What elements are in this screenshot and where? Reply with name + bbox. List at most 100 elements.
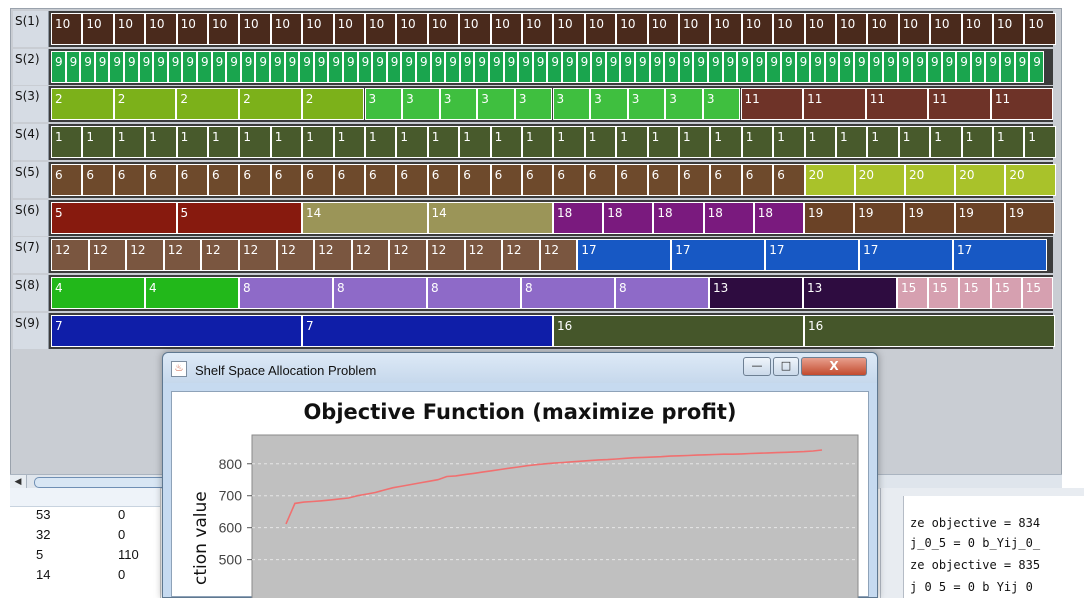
product-facing[interactable]: 2 bbox=[113, 88, 177, 121]
product-facing[interactable]: 9 bbox=[474, 50, 489, 83]
product-facing[interactable]: 12 bbox=[276, 239, 315, 272]
product-facing[interactable]: 1 bbox=[51, 126, 83, 159]
product-facing[interactable]: 11 bbox=[740, 88, 804, 121]
product-facing[interactable]: 9 bbox=[649, 50, 665, 83]
product-facing[interactable]: 18 bbox=[553, 201, 604, 234]
product-facing[interactable]: 1 bbox=[804, 126, 836, 159]
product-facing[interactable]: 9 bbox=[1029, 50, 1044, 83]
product-facing[interactable]: 6 bbox=[647, 163, 679, 196]
console-output[interactable]: ze objective = 834 j_0_5 = 0 b_Yij_0_ ze… bbox=[903, 496, 1084, 598]
product-facing[interactable]: 6 bbox=[773, 163, 805, 196]
product-facing[interactable]: 2 bbox=[239, 88, 302, 121]
table-row[interactable]: 53 0 bbox=[10, 506, 160, 524]
product-facing[interactable]: 10 bbox=[867, 13, 899, 45]
product-facing[interactable]: 10 bbox=[679, 13, 711, 45]
product-facing[interactable]: 17 bbox=[671, 239, 766, 272]
product-facing[interactable]: 1 bbox=[993, 126, 1025, 159]
product-facing[interactable]: 1 bbox=[302, 126, 334, 159]
product-facing[interactable]: 9 bbox=[386, 50, 402, 83]
product-facing[interactable]: 11 bbox=[803, 88, 866, 121]
product-facing[interactable]: 10 bbox=[145, 13, 177, 45]
product-facing[interactable]: 6 bbox=[710, 163, 742, 196]
product-facing[interactable]: 9 bbox=[824, 50, 840, 83]
product-facing[interactable]: 1 bbox=[836, 126, 868, 159]
product-facing[interactable]: 9 bbox=[240, 50, 256, 83]
product-facing[interactable]: 6 bbox=[490, 163, 522, 196]
product-facing[interactable]: 15 bbox=[959, 276, 991, 309]
close-button[interactable]: X bbox=[801, 357, 867, 376]
product-facing[interactable]: 6 bbox=[427, 163, 460, 196]
product-facing[interactable]: 9 bbox=[737, 50, 752, 83]
product-facing[interactable]: 9 bbox=[372, 50, 387, 83]
product-facing[interactable]: 9 bbox=[766, 50, 781, 83]
product-facing[interactable]: 9 bbox=[518, 50, 533, 83]
product-facing[interactable]: 13 bbox=[709, 276, 803, 309]
product-facing[interactable]: 9 bbox=[883, 50, 898, 83]
product-facing[interactable]: 6 bbox=[113, 163, 146, 196]
product-facing[interactable]: 6 bbox=[239, 163, 271, 196]
product-facing[interactable]: 13 bbox=[803, 276, 897, 309]
product-facing[interactable]: 15 bbox=[990, 276, 1022, 309]
product-facing[interactable]: 6 bbox=[553, 163, 585, 196]
product-facing[interactable]: 4 bbox=[145, 276, 239, 309]
product-facing[interactable]: 1 bbox=[867, 126, 899, 159]
product-facing[interactable]: 12 bbox=[239, 239, 277, 272]
product-facing[interactable]: 10 bbox=[302, 13, 334, 45]
product-facing[interactable]: 20 bbox=[804, 163, 855, 196]
scroll-left-icon[interactable]: ◀ bbox=[10, 475, 27, 489]
product-facing[interactable]: 10 bbox=[553, 13, 585, 45]
product-facing[interactable]: 10 bbox=[208, 13, 240, 45]
product-facing[interactable]: 12 bbox=[201, 239, 239, 272]
product-facing[interactable]: 10 bbox=[522, 13, 554, 45]
product-facing[interactable]: 10 bbox=[804, 13, 836, 45]
product-facing[interactable]: 6 bbox=[679, 163, 711, 196]
product-facing[interactable]: 9 bbox=[489, 50, 504, 83]
product-facing[interactable]: 12 bbox=[389, 239, 427, 272]
product-facing[interactable]: 9 bbox=[138, 50, 154, 83]
product-facing[interactable]: 3 bbox=[552, 88, 591, 121]
product-facing[interactable]: 1 bbox=[616, 126, 648, 159]
product-facing[interactable]: 6 bbox=[270, 163, 303, 196]
product-facing[interactable]: 9 bbox=[328, 50, 343, 83]
product-facing[interactable]: 9 bbox=[781, 50, 796, 83]
product-facing[interactable]: 9 bbox=[839, 50, 854, 83]
product-facing[interactable]: 20 bbox=[905, 163, 956, 196]
product-facing[interactable]: 9 bbox=[795, 50, 811, 83]
product-facing[interactable]: 9 bbox=[270, 50, 285, 83]
product-facing[interactable]: 1 bbox=[459, 126, 491, 159]
product-facing[interactable]: 14 bbox=[302, 201, 428, 234]
product-facing[interactable]: 17 bbox=[953, 239, 1047, 272]
product-facing[interactable]: 3 bbox=[514, 88, 553, 121]
product-facing[interactable]: 9 bbox=[591, 50, 606, 83]
product-facing[interactable]: 6 bbox=[333, 163, 365, 196]
product-facing[interactable]: 10 bbox=[270, 13, 303, 45]
product-facing[interactable]: 9 bbox=[182, 50, 197, 83]
product-facing[interactable]: 6 bbox=[396, 163, 428, 196]
product-facing[interactable]: 9 bbox=[664, 50, 679, 83]
product-facing[interactable]: 8 bbox=[333, 276, 427, 309]
product-facing[interactable]: 2 bbox=[301, 88, 365, 121]
product-facing[interactable]: 1 bbox=[270, 126, 303, 159]
product-facing[interactable]: 9 bbox=[124, 50, 139, 83]
product-facing[interactable]: 9 bbox=[445, 50, 460, 83]
table-row[interactable]: 14 0 bbox=[10, 566, 160, 584]
product-facing[interactable]: 9 bbox=[459, 50, 475, 83]
product-facing[interactable]: 10 bbox=[51, 13, 83, 45]
product-facing[interactable]: 9 bbox=[678, 50, 694, 83]
product-facing[interactable]: 12 bbox=[427, 239, 465, 272]
product-facing[interactable]: 1 bbox=[1024, 126, 1056, 159]
product-facing[interactable]: 1 bbox=[930, 126, 962, 159]
product-facing[interactable]: 17 bbox=[577, 239, 672, 272]
product-facing[interactable]: 1 bbox=[113, 126, 146, 159]
product-facing[interactable]: 9 bbox=[868, 50, 884, 83]
product-facing[interactable]: 10 bbox=[333, 13, 365, 45]
product-facing[interactable]: 1 bbox=[773, 126, 805, 159]
product-facing[interactable]: 19 bbox=[1004, 201, 1055, 234]
product-facing[interactable]: 2 bbox=[51, 88, 114, 121]
product-facing[interactable]: 10 bbox=[427, 13, 460, 45]
product-facing[interactable]: 1 bbox=[584, 126, 617, 159]
product-facing[interactable]: 5 bbox=[176, 201, 302, 234]
product-facing[interactable]: 12 bbox=[539, 239, 578, 272]
product-facing[interactable]: 10 bbox=[239, 13, 271, 45]
product-facing[interactable]: 6 bbox=[302, 163, 334, 196]
